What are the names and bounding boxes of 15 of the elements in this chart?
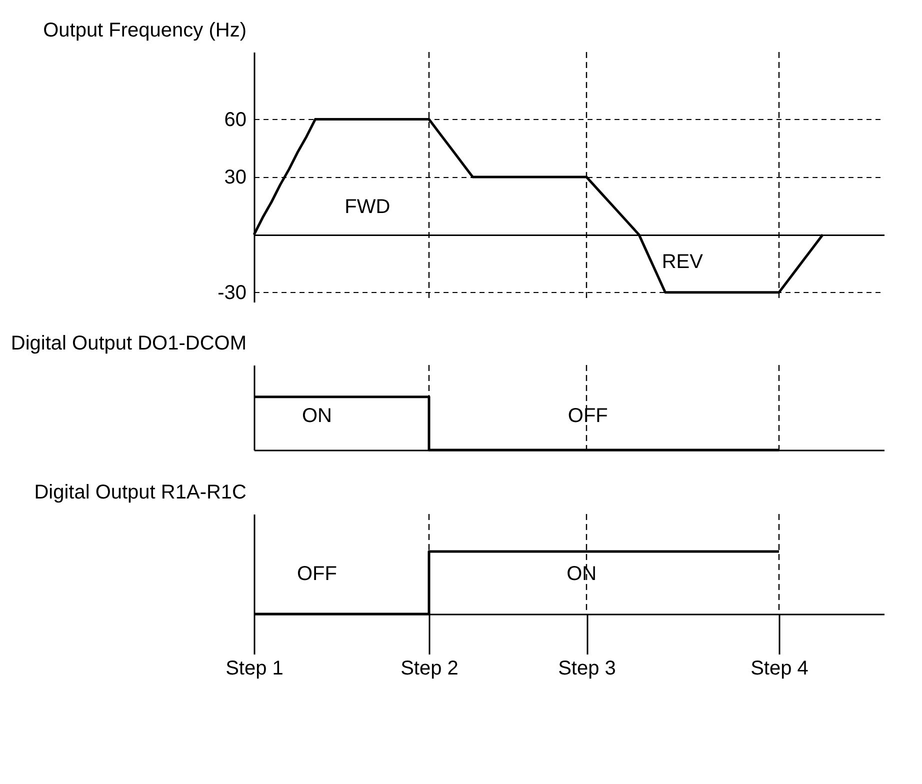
y-tick-label: -30 xyxy=(218,282,246,304)
annotation: OFF xyxy=(297,563,337,585)
y-axis-title: Digital Output DO1-DCOM xyxy=(10,332,246,354)
annotation: ON xyxy=(566,563,597,585)
x-tick-label: Step 1 xyxy=(226,658,284,680)
y-axis-title: Digital Output R1A-R1C xyxy=(34,482,246,504)
annotation: ON xyxy=(302,405,332,427)
x-tick-label: Step 2 xyxy=(400,658,458,680)
x-tick-label: Step 4 xyxy=(750,658,808,680)
annotation: FWD xyxy=(344,196,390,218)
y-tick-label: 30 xyxy=(224,166,246,188)
y-tick-label: 60 xyxy=(224,108,246,131)
x-tick-label: Step 3 xyxy=(558,658,616,680)
y-axis-title: Output Frequency (Hz) xyxy=(43,20,246,42)
annotation: REV xyxy=(662,251,704,273)
